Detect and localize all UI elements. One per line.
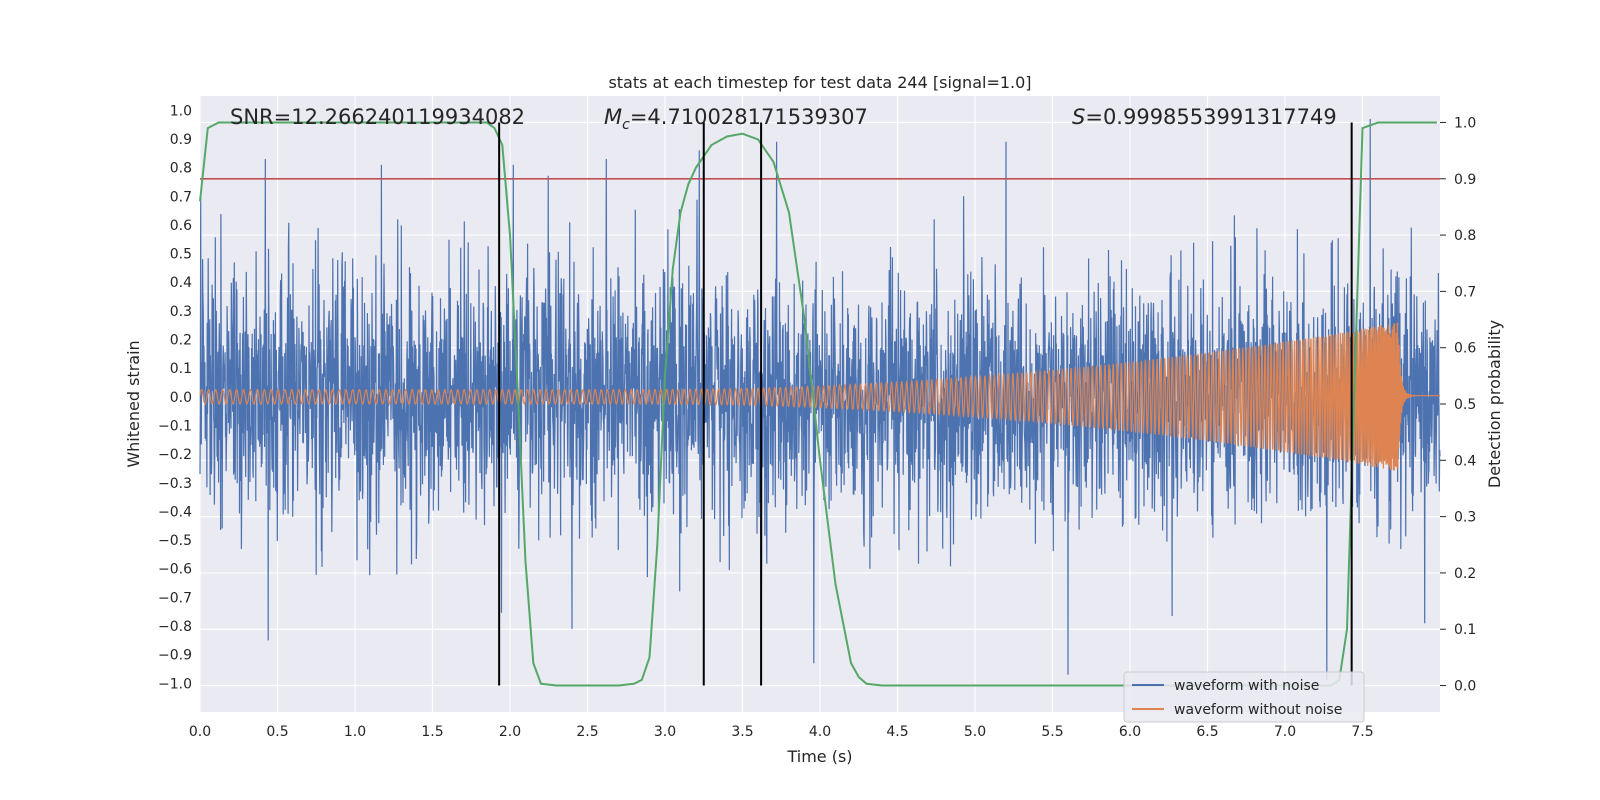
y2-tick-label: 0.5: [1454, 397, 1476, 413]
y-tick-label: 0.2: [170, 333, 192, 349]
chart-title: stats at each timestep for test data 244…: [608, 73, 1031, 92]
x-tick-label: 5.0: [964, 724, 986, 740]
y-tick-label: 0.9: [170, 132, 192, 148]
y-tick-label: 0.0: [170, 390, 192, 406]
y2-tick-label: 0.3: [1454, 510, 1476, 526]
y-tick-label: 0.7: [170, 189, 192, 205]
x-tick-label: 2.5: [576, 724, 598, 740]
y-tick-label: 1.0: [170, 103, 192, 119]
y2-tick-label: 1.0: [1454, 115, 1476, 131]
overlays: [199, 121, 1440, 687]
legend-label-clean: waveform without noise: [1174, 702, 1342, 718]
y2-tick-label: 0.7: [1454, 284, 1476, 300]
y2-tick-label: 0.1: [1454, 622, 1476, 638]
y-tick-label: 0.6: [170, 218, 192, 234]
x-tick-label: 1.5: [421, 724, 443, 740]
y2-tick-label: 0.6: [1454, 341, 1476, 357]
x-tick-label: 6.0: [1119, 724, 1141, 740]
y-tick-label: 0.3: [170, 304, 192, 320]
y2-tick-label: 0.8: [1454, 228, 1476, 244]
y-tick-label: 0.1: [170, 361, 192, 377]
y-tick-label: −0.1: [158, 418, 192, 434]
x-tick-label: 2.0: [499, 724, 521, 740]
x-tick-label: 6.5: [1196, 724, 1218, 740]
y-tick-label: −0.4: [158, 504, 192, 520]
y-tick-label: −0.6: [158, 562, 192, 578]
y-tick-label: −1.0: [158, 676, 192, 692]
y-tick-label: −0.3: [158, 476, 192, 492]
y-tick-label: 0.8: [170, 161, 192, 177]
x-tick-label: 7.0: [1274, 724, 1296, 740]
legend-box: [1123, 671, 1365, 723]
legend: waveform with noise waveform without noi…: [1123, 671, 1365, 723]
y2-tick-label: 0.9: [1454, 172, 1476, 188]
x-tick-label: 1.0: [344, 724, 366, 740]
x-tick-label: 0.0: [189, 724, 211, 740]
x-tick-label: 3.0: [654, 724, 676, 740]
x-tick-label: 3.5: [731, 724, 753, 740]
y-axis-label: Whitened strain: [124, 340, 143, 467]
y2-tick-label: 0.4: [1454, 453, 1476, 469]
clean-waveform-line: [199, 322, 1440, 471]
y2-tick-label: 0.2: [1454, 566, 1476, 582]
y-tick-label: −0.5: [158, 533, 192, 549]
y2-axis-label: Detection probability: [1485, 320, 1504, 488]
y2-tick-label: 0.0: [1454, 679, 1476, 695]
x-axis-label: Time (s): [786, 747, 852, 766]
y-tick-label: 0.5: [170, 247, 192, 263]
series-waveform-without-noise: [199, 322, 1440, 471]
y-tick-label: −0.9: [158, 648, 192, 664]
x-tick-label: 4.5: [886, 724, 908, 740]
score-annotation: S=0.9998553991317749: [1072, 105, 1337, 129]
x-tick-label: 7.5: [1351, 724, 1373, 740]
ticks: 0.0 0.5 1.0 1.5 2.0 2.5 3.0 3.5 4.0 4.5 5.0 5.5 6.0 6…: [158, 103, 1476, 740]
legend-label-noise: waveform with noise: [1174, 678, 1319, 694]
y-tick-label: −0.7: [158, 590, 192, 606]
chirp-mass-annotation: Mc=4.710028171539307: [604, 105, 868, 133]
y-tick-label: −0.2: [158, 447, 192, 463]
x-tick-label: 5.5: [1041, 724, 1063, 740]
detection-probability-line: [199, 121, 1437, 687]
x-tick-label: 0.5: [266, 724, 288, 740]
x-tick-label: 4.0: [809, 724, 831, 740]
y-tick-label: 0.4: [170, 275, 192, 291]
y-tick-label: −0.8: [158, 619, 192, 635]
snr-annotation: SNR=12.266240119934082: [230, 105, 525, 129]
